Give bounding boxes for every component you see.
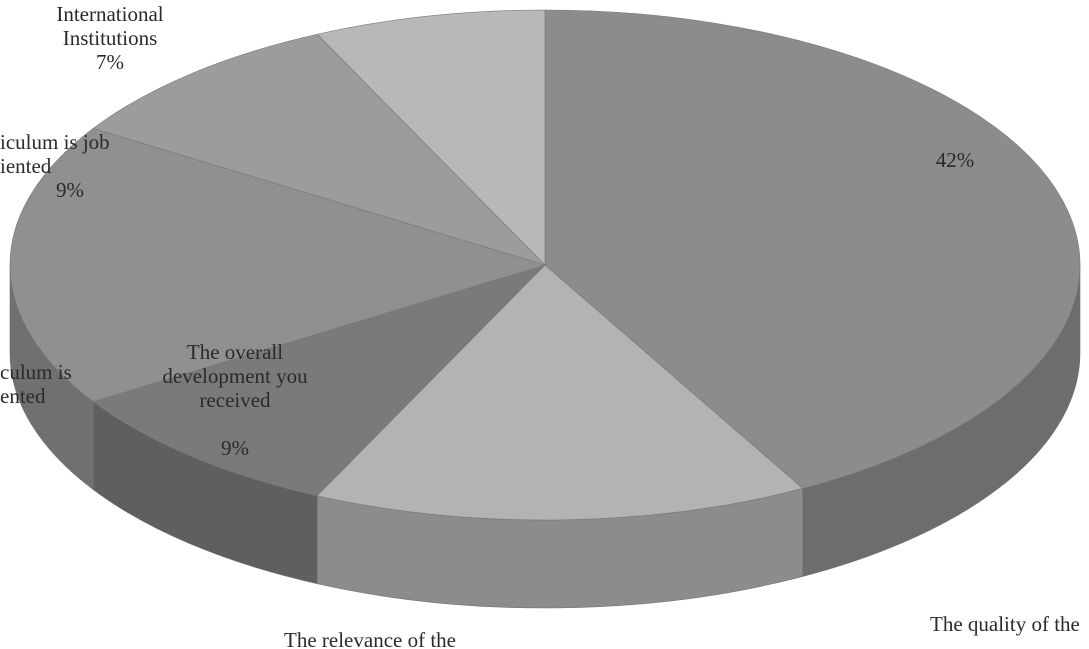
value-label: 7% bbox=[96, 50, 124, 74]
category-label: International Institutions bbox=[56, 2, 164, 50]
slice bbox=[544, 9, 1081, 489]
value-label: 9% bbox=[221, 436, 249, 460]
category-label: culum is ented bbox=[0, 360, 72, 408]
slice bbox=[316, 9, 546, 266]
category-label: The overall development you received bbox=[162, 340, 308, 412]
slice bbox=[316, 264, 804, 521]
category-label: The relevance of the bbox=[284, 628, 456, 649]
slice bbox=[92, 264, 546, 497]
category-label: The quality of the bbox=[930, 612, 1080, 636]
value-label: 42% bbox=[935, 148, 975, 172]
slice bbox=[92, 33, 546, 266]
slice bbox=[9, 128, 547, 402]
category-label: iculum is job iented bbox=[0, 130, 110, 178]
value-label: 9% bbox=[56, 178, 84, 202]
